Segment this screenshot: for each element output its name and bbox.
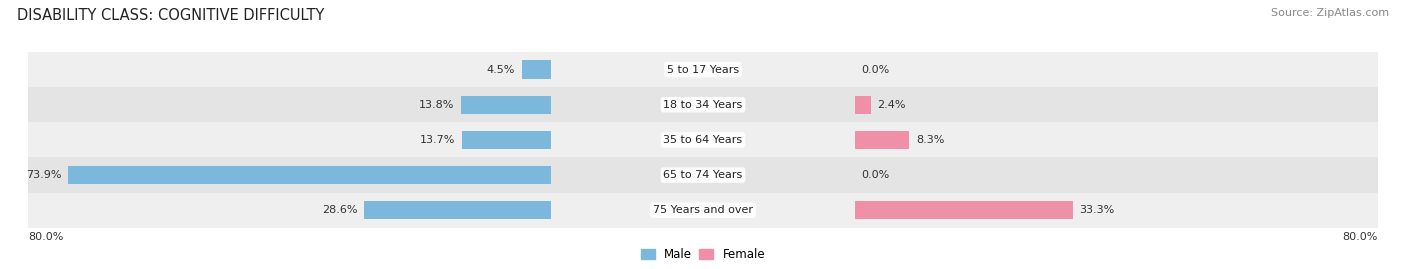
Text: 0.0%: 0.0%: [862, 170, 890, 180]
Text: 33.3%: 33.3%: [1080, 205, 1115, 215]
Text: 73.9%: 73.9%: [25, 170, 62, 180]
Legend: Male, Female: Male, Female: [636, 243, 770, 266]
Text: 8.3%: 8.3%: [915, 135, 945, 145]
Bar: [28, 52, 1378, 87]
Bar: [28, 193, 1378, 228]
Text: 2.4%: 2.4%: [877, 100, 905, 110]
Bar: [855, 95, 870, 114]
Text: Source: ZipAtlas.com: Source: ZipAtlas.com: [1271, 8, 1389, 18]
Bar: [461, 131, 551, 149]
Text: 13.7%: 13.7%: [419, 135, 454, 145]
Text: 13.8%: 13.8%: [419, 100, 454, 110]
Bar: [855, 201, 1073, 220]
Text: 65 to 74 Years: 65 to 74 Years: [664, 170, 742, 180]
Bar: [67, 166, 551, 184]
Text: DISABILITY CLASS: COGNITIVE DIFFICULTY: DISABILITY CLASS: COGNITIVE DIFFICULTY: [17, 8, 325, 23]
Text: 75 Years and over: 75 Years and over: [652, 205, 754, 215]
Text: 4.5%: 4.5%: [486, 65, 515, 75]
Bar: [522, 60, 551, 79]
Bar: [855, 131, 910, 149]
Bar: [28, 122, 1378, 157]
Bar: [28, 87, 1378, 122]
Bar: [461, 95, 551, 114]
Bar: [364, 201, 551, 220]
Text: 35 to 64 Years: 35 to 64 Years: [664, 135, 742, 145]
Text: 80.0%: 80.0%: [28, 232, 63, 242]
Text: 28.6%: 28.6%: [322, 205, 357, 215]
Text: 80.0%: 80.0%: [1343, 232, 1378, 242]
Text: 18 to 34 Years: 18 to 34 Years: [664, 100, 742, 110]
Text: 0.0%: 0.0%: [862, 65, 890, 75]
Bar: [28, 157, 1378, 193]
Text: 5 to 17 Years: 5 to 17 Years: [666, 65, 740, 75]
